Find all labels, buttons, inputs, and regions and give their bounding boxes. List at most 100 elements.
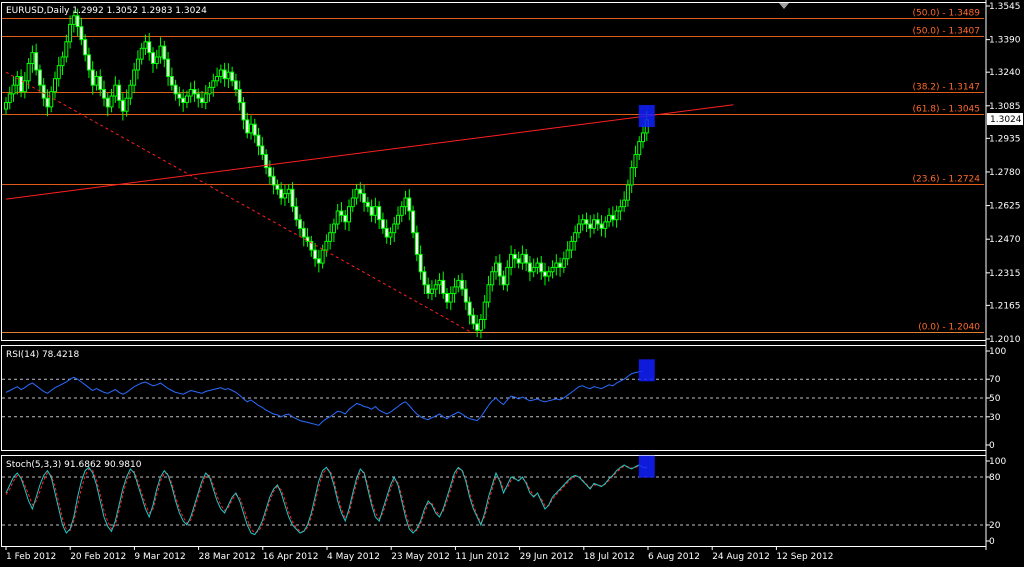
candle-body [218, 69, 223, 78]
candle-body [637, 141, 642, 156]
candle-body [328, 232, 333, 242]
candle-body [490, 271, 495, 286]
candle-body [565, 249, 570, 260]
indicator-header: Stoch(5,3,3) 91.6862 90.9810 [6, 460, 142, 470]
candle-body [358, 188, 363, 195]
candle-body [154, 56, 159, 64]
candle-body [595, 219, 600, 225]
candle-body [350, 197, 355, 208]
candle-body [90, 69, 95, 86]
indicator-header: RSI(14) 78.4218 [6, 350, 79, 360]
date-tick-label: 6 Aug 2012 [648, 552, 700, 562]
candle-body [22, 80, 27, 93]
indicator-tick-label: 30 [989, 413, 1001, 423]
candle-body [26, 62, 31, 82]
candle-body [418, 253, 423, 273]
candle-body [143, 41, 148, 49]
candle-body [486, 284, 491, 303]
candle-body [177, 93, 182, 99]
candle-body [592, 219, 596, 229]
candle-body [335, 210, 340, 225]
date-tick-label: 16 Apr 2012 [263, 552, 319, 562]
candle-body [135, 58, 140, 71]
candle-body [294, 206, 299, 221]
date-tick-label: 12 Sep 2012 [776, 552, 833, 562]
candle-body [117, 84, 122, 101]
price-tick-label: 1.2935 [989, 134, 1021, 144]
candle-body [173, 84, 178, 95]
candle-body [543, 271, 547, 277]
fib-level-label: (38.2) - 1.3147 [912, 83, 980, 93]
candle-body [166, 58, 171, 78]
candle-body [539, 262, 544, 273]
candle-body [505, 266, 510, 286]
candle-body [49, 91, 54, 108]
candle-body [618, 206, 623, 212]
trendline-dashed [5, 71, 470, 332]
candle-body [607, 214, 612, 223]
price-tick-label: 1.3240 [989, 68, 1021, 78]
price-tick-label: 1.3085 [989, 102, 1021, 112]
candle-body [365, 201, 370, 208]
current-price-box [987, 113, 1023, 126]
candle-body [222, 69, 227, 80]
candle-body [169, 76, 174, 86]
candle-body [230, 71, 235, 82]
date-tick-label: 4 May 2012 [327, 552, 380, 562]
candle-body [501, 275, 506, 286]
candle-body [448, 292, 453, 303]
candle-body [343, 214, 348, 223]
candle-body [245, 119, 250, 134]
candle-body [279, 188, 284, 199]
candle-body [441, 279, 446, 294]
candle-body [11, 84, 16, 95]
chart-header: EURUSD,Daily 1.2992 1.3052 1.2983 1.3024 [6, 6, 207, 16]
candle-body [377, 206, 382, 221]
candle-body [512, 253, 517, 260]
date-tick-label: 20 Feb 2012 [70, 552, 126, 562]
candle-body [282, 193, 287, 199]
date-tick-label: 29 Jun 2012 [520, 552, 574, 562]
price-tick-label: 1.2165 [989, 301, 1021, 311]
candle-body [68, 23, 73, 43]
candle-body [588, 223, 593, 229]
candle-body [482, 301, 487, 320]
candle-body [207, 86, 212, 95]
candle-body [200, 97, 204, 104]
candle-body [527, 262, 532, 273]
candle-body [215, 76, 220, 82]
price-tick-label: 1.3545 [989, 2, 1021, 12]
highlight-box [638, 359, 655, 382]
candle-body [260, 145, 265, 156]
candle-body [610, 214, 615, 221]
candle-body [252, 123, 257, 136]
candle-body [599, 223, 604, 229]
candle-body [309, 240, 314, 251]
indicator-tick-label: 0 [989, 537, 995, 547]
candle-body [7, 93, 12, 104]
candle-body [369, 206, 374, 216]
candle-body [339, 210, 344, 216]
candle-body [98, 76, 103, 91]
candle-body [105, 97, 110, 108]
candle-body [478, 318, 483, 331]
candle-body [241, 102, 246, 121]
candle-body [233, 80, 238, 91]
candle-body [45, 97, 50, 108]
indicator-tick-label: 70 [989, 375, 1001, 385]
candle-body [622, 199, 627, 208]
candle-body [124, 97, 129, 112]
candle-body [162, 45, 167, 60]
indicator-tick-label: 50 [989, 394, 1001, 404]
candle-body [53, 78, 57, 93]
candle-body [384, 227, 389, 238]
candle-body [290, 188, 295, 208]
candle-body [392, 223, 397, 234]
candle-body [633, 154, 638, 169]
candle-body [86, 54, 91, 71]
candle-body [354, 188, 359, 199]
indicator-tick-label: 80 [989, 473, 1001, 483]
price-tick-label: 1.2470 [989, 235, 1021, 245]
